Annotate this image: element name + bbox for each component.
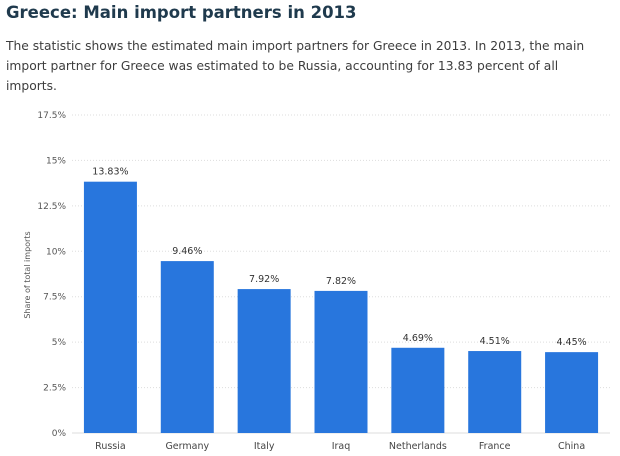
chart-description: The statistic shows the estimated main i… <box>6 39 585 93</box>
data-label: 13.83% <box>92 167 128 178</box>
data-label: 4.69% <box>403 333 433 344</box>
x-tick-label: Germany <box>165 441 209 452</box>
data-label: 7.82% <box>326 276 356 287</box>
bar-netherlands[interactable] <box>391 347 445 433</box>
y-tick-label: 15% <box>46 156 66 166</box>
x-tick-label: China <box>558 441 585 452</box>
x-tick-label: Netherlands <box>389 441 447 452</box>
y-tick-label: 17.5% <box>37 111 66 121</box>
y-tick-label: 10% <box>46 247 66 257</box>
x-tick-label: France <box>479 441 511 452</box>
page-title: Greece: Main import partners in 2013 <box>6 3 357 22</box>
x-tick-label: Russia <box>95 441 126 452</box>
y-tick-label: 12.5% <box>37 202 66 212</box>
y-tick-label: 0% <box>52 429 67 439</box>
x-tick-label: Italy <box>254 441 275 452</box>
data-label: 4.45% <box>556 337 586 348</box>
bar-russia[interactable] <box>83 181 137 433</box>
bar-china[interactable] <box>545 352 599 433</box>
data-label: 7.92% <box>249 274 279 285</box>
x-tick-label: Iraq <box>332 441 351 452</box>
data-label: 9.46% <box>172 246 202 257</box>
data-label: 4.51% <box>480 336 510 347</box>
y-tick-label: 7.5% <box>43 293 66 303</box>
bar-iraq[interactable] <box>314 290 368 433</box>
y-tick-label: 5% <box>52 338 67 348</box>
y-tick-label: 2.5% <box>43 384 66 394</box>
y-axis-label: Share of total imports <box>23 231 32 318</box>
bar-france[interactable] <box>468 351 522 433</box>
bar-italy[interactable] <box>237 289 291 433</box>
bar-germany[interactable] <box>160 261 214 433</box>
